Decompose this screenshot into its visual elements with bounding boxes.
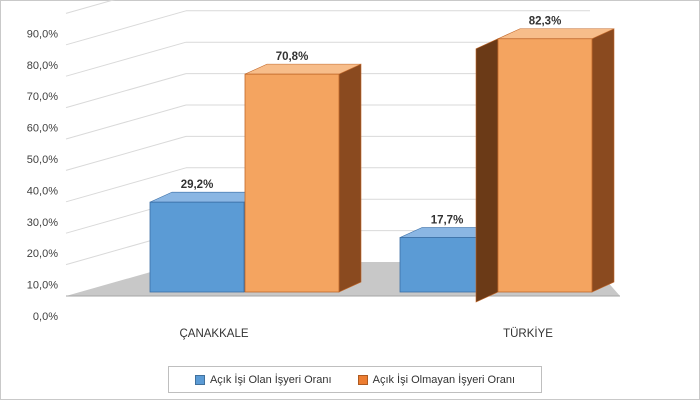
data-label: 82,3% xyxy=(529,16,562,28)
y-tick-label: 10,0% xyxy=(27,280,58,292)
y-tick-label: 0,0% xyxy=(33,311,58,323)
gridline-side xyxy=(65,167,187,203)
bar-side-left xyxy=(475,38,499,303)
y-tick-label: 90,0% xyxy=(27,28,58,40)
y-tick-label: 20,0% xyxy=(27,248,58,260)
bar-side xyxy=(591,28,615,293)
legend-swatch-series-1 xyxy=(194,374,205,385)
legend-item-series-2: Açık İşi Olmayan İşyeri Oranı xyxy=(357,373,516,386)
legend-item-series-1: Açık İşi Olan İşyeri Oranı xyxy=(194,373,332,386)
bar-series-1 xyxy=(149,201,245,293)
x-category-label: ÇANAKKALE xyxy=(179,328,248,340)
bar-series-2 xyxy=(497,38,593,293)
gridline-side xyxy=(65,0,116,14)
data-label: 70,8% xyxy=(276,51,309,63)
x-category-label: TÜRKİYE xyxy=(503,327,553,340)
data-label: 17,7% xyxy=(431,215,464,227)
y-tick-label: 70,0% xyxy=(27,91,58,103)
y-tick-label: 40,0% xyxy=(27,185,58,197)
y-tick-label: 80,0% xyxy=(27,60,58,72)
bar-side xyxy=(338,63,362,293)
bar-series-2 xyxy=(244,73,340,293)
legend-label-series-2: Açık İşi Olmayan İşyeri Oranı xyxy=(372,373,516,386)
gridline-side xyxy=(65,104,187,140)
gridline-side xyxy=(65,10,187,46)
y-tick-label: 30,0% xyxy=(27,217,58,229)
gridline-side xyxy=(65,135,187,171)
legend: Açık İşi Olan İşyeri Oranı Açık İşi Olma… xyxy=(168,366,542,393)
data-label: 29,2% xyxy=(181,179,214,191)
gridline-side xyxy=(65,41,187,77)
y-tick-label: 60,0% xyxy=(27,123,58,135)
gridline-side xyxy=(65,73,187,109)
legend-swatch-series-2 xyxy=(357,374,368,385)
y-tick-label: 50,0% xyxy=(27,154,58,166)
legend-label-series-1: Açık İşi Olan İşyeri Oranı xyxy=(209,373,332,386)
